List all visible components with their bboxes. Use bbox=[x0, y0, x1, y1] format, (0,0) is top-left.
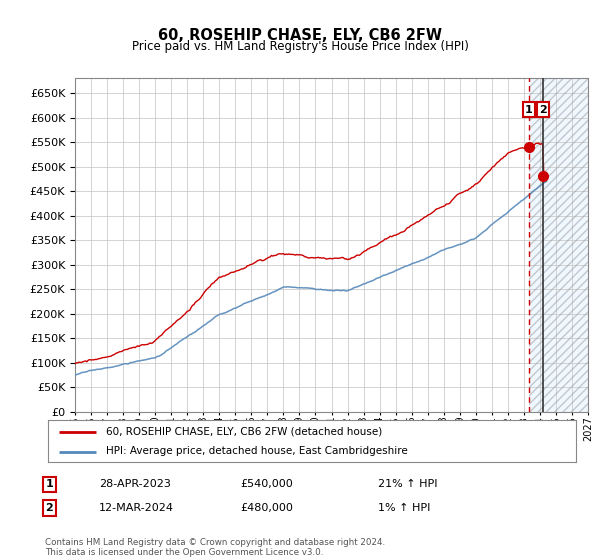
Text: 12-MAR-2024: 12-MAR-2024 bbox=[99, 503, 174, 513]
Text: £480,000: £480,000 bbox=[240, 503, 293, 513]
Text: 21% ↑ HPI: 21% ↑ HPI bbox=[378, 479, 437, 489]
Text: Price paid vs. HM Land Registry's House Price Index (HPI): Price paid vs. HM Land Registry's House … bbox=[131, 40, 469, 53]
Bar bbox=[529, 78, 588, 412]
Text: 1: 1 bbox=[46, 479, 53, 489]
Text: HPI: Average price, detached house, East Cambridgeshire: HPI: Average price, detached house, East… bbox=[106, 446, 408, 456]
Text: 1% ↑ HPI: 1% ↑ HPI bbox=[378, 503, 430, 513]
Text: £540,000: £540,000 bbox=[240, 479, 293, 489]
Text: 2: 2 bbox=[539, 105, 547, 115]
Text: 28-APR-2023: 28-APR-2023 bbox=[99, 479, 171, 489]
Bar bbox=[529, 78, 588, 412]
Text: Contains HM Land Registry data © Crown copyright and database right 2024.
This d: Contains HM Land Registry data © Crown c… bbox=[45, 538, 385, 557]
Text: 60, ROSEHIP CHASE, ELY, CB6 2FW: 60, ROSEHIP CHASE, ELY, CB6 2FW bbox=[158, 27, 442, 43]
Text: 1: 1 bbox=[525, 105, 533, 115]
Text: 60, ROSEHIP CHASE, ELY, CB6 2FW (detached house): 60, ROSEHIP CHASE, ELY, CB6 2FW (detache… bbox=[106, 427, 382, 437]
Text: 2: 2 bbox=[46, 503, 53, 513]
